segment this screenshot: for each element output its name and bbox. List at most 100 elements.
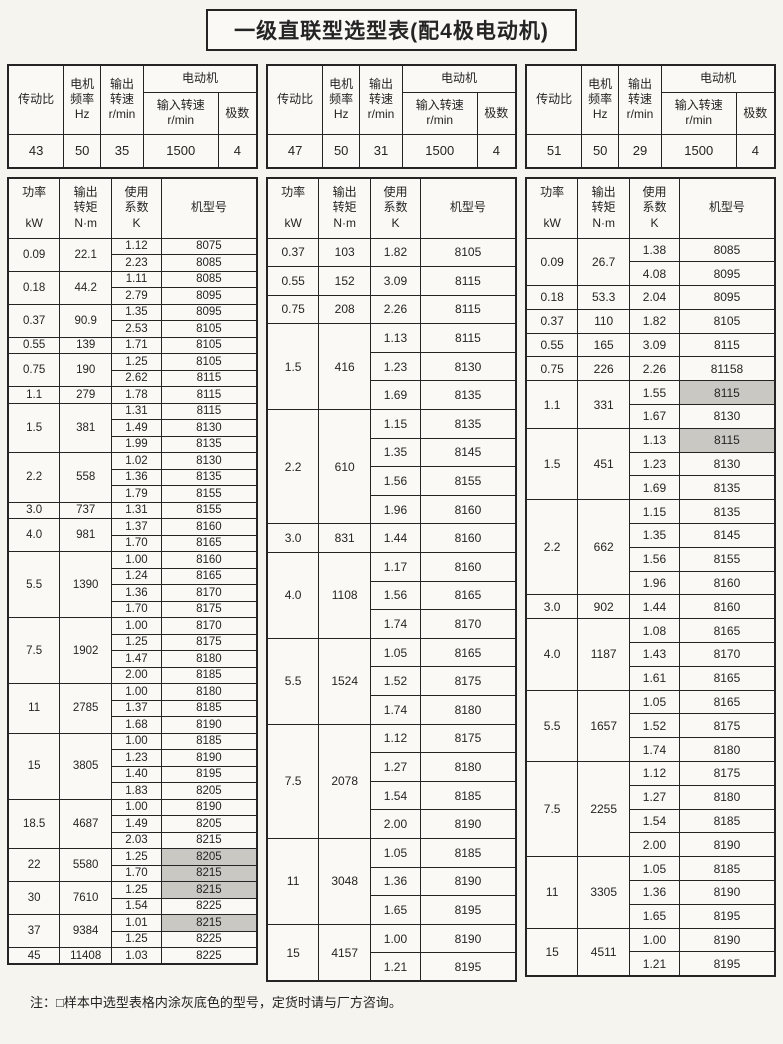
- model-cell: 8095: [160, 303, 258, 321]
- service-factor-cell: 1.25: [111, 353, 162, 371]
- model-cell: 8085: [678, 237, 776, 263]
- selection-table: 功率 kW 输出 转矩 N·m 使用 系数 K 机型号 0.09 26.7 1.38…: [525, 177, 776, 977]
- table-row: 0.37 103 1.82 8105: [266, 237, 517, 268]
- torque-cell: 1187: [577, 618, 631, 691]
- service-factor-cell: 1.31: [111, 501, 162, 519]
- service-factor-cell: 1.49: [111, 419, 162, 437]
- service-factor-label: 使用 系数 K: [629, 177, 680, 239]
- table-row: 1.36 8190: [526, 880, 776, 905]
- table-row: 1.74 8170: [267, 609, 517, 639]
- model-cell: 8190: [419, 866, 517, 897]
- torque-cell: 981: [59, 518, 113, 552]
- model-cell: 8190: [160, 716, 258, 734]
- output-speed-value: 31: [359, 133, 403, 169]
- service-factor-cell: 1.01: [111, 914, 162, 932]
- power-cell: 3.0: [7, 501, 61, 519]
- model-cell: 8135: [419, 380, 517, 411]
- model-cell: 8155: [160, 501, 258, 519]
- torque-cell: 7610: [59, 881, 113, 915]
- torque-cell: 1524: [318, 637, 372, 725]
- service-factor-cell: 1.36: [370, 866, 421, 897]
- table-row: 1.74 8180: [526, 737, 776, 763]
- service-factor-cell: 1.78: [111, 386, 162, 404]
- power-cell: 15: [7, 732, 61, 800]
- torque-cell: 279: [59, 386, 113, 404]
- service-factor-cell: 2.26: [370, 294, 421, 325]
- table-row: 3.0 737 1.31 8155: [7, 501, 258, 519]
- service-factor-cell: 1.52: [629, 713, 680, 739]
- service-factor-cell: 1.05: [370, 837, 421, 868]
- model-cell: 8215: [160, 831, 258, 849]
- power-cell: 7.5: [266, 723, 320, 839]
- power-cell: 0.75: [7, 353, 61, 387]
- model-cell: 8115: [678, 380, 776, 406]
- service-factor-cell: 2.26: [629, 356, 680, 382]
- table-row: 7.5 2078 1.12 8175: [266, 723, 517, 839]
- output-speed-value: 29: [618, 133, 662, 169]
- torque-cell: 451: [577, 427, 631, 501]
- model-cell: 8180: [419, 695, 517, 725]
- power-cell: 3.0: [266, 523, 320, 554]
- model-cell: 8180: [160, 683, 258, 701]
- model-cell: 8130: [678, 404, 776, 429]
- service-factor-cell: 1.17: [370, 552, 421, 582]
- service-factor-cell: 1.79: [111, 485, 162, 503]
- service-factor-cell: 1.65: [370, 895, 421, 925]
- table-row: 1.24 8165: [8, 567, 258, 585]
- table-row: 0.18 53.3 2.04 8095: [525, 285, 776, 310]
- table-row: 1.74 8180: [267, 695, 517, 725]
- model-cell: 8195: [678, 903, 776, 929]
- power-cell: 5.5: [525, 689, 579, 763]
- service-factor-cell: 1.25: [111, 633, 162, 651]
- torque-cell: 1902: [59, 617, 113, 684]
- torque-label: 输出 转矩 N·m: [59, 177, 113, 239]
- service-factor-cell: 1.15: [370, 409, 421, 439]
- service-factor-cell: 3.09: [370, 266, 421, 296]
- power-cell: 5.5: [266, 637, 320, 725]
- table-row: 1.23 8130: [526, 451, 776, 477]
- table-row: 1.21 8195: [526, 951, 776, 977]
- motor-frequency-label: 电机 频率 Hz: [581, 64, 620, 135]
- power-cell: 4.0: [7, 518, 61, 552]
- table-row: 1.35 8145: [526, 523, 776, 548]
- torque-cell: 165: [577, 332, 631, 358]
- service-factor-cell: 1.24: [111, 567, 162, 585]
- table-row: 1.23 8190: [8, 749, 258, 767]
- power-cell: 0.37: [266, 237, 320, 268]
- model-cell: 8095: [678, 261, 776, 287]
- poles-value: 4: [217, 133, 258, 169]
- table-row: 15 3805 1.00 8185: [7, 732, 258, 800]
- service-factor-cell: 1.21: [370, 952, 421, 982]
- model-label: 机型号: [160, 177, 258, 239]
- poles-label: 极数: [735, 91, 776, 135]
- power-cell: 0.55: [525, 332, 579, 358]
- table-row: 22 5580 1.25 8205: [7, 848, 258, 882]
- table-row: 1.1 279 1.78 8115: [7, 386, 258, 404]
- service-factor-cell: 1.68: [111, 716, 162, 734]
- table-row: 1.70 8215: [8, 864, 258, 882]
- table-row: 5.5 1657 1.05 8165: [525, 689, 776, 763]
- torque-cell: 139: [59, 336, 113, 354]
- table-row: 1.36 8170: [8, 584, 258, 602]
- model-cell: 8155: [678, 546, 776, 572]
- power-cell: 4.0: [525, 618, 579, 691]
- service-factor-cell: 1.13: [629, 427, 680, 453]
- motor-label: 电动机: [660, 64, 776, 93]
- torque-cell: 9384: [59, 914, 113, 948]
- service-factor-cell: 1.15: [629, 499, 680, 525]
- column-ratio-47: 传动比 电机 频率 Hz 输出 转速 r/min 电动机 输入转速 r/min …: [266, 64, 517, 983]
- model-cell: 8160: [419, 523, 517, 554]
- service-factor-cell: 1.54: [370, 780, 421, 811]
- input-speed-value: 1500: [660, 133, 737, 169]
- model-cell: 8115: [419, 323, 517, 353]
- table-row: 7.5 2255 1.12 8175: [525, 761, 776, 858]
- service-factor-cell: 1.00: [111, 683, 162, 701]
- torque-cell: 1108: [318, 552, 372, 639]
- service-factor-cell: 1.25: [111, 848, 162, 866]
- model-cell: 8190: [678, 880, 776, 905]
- table-row: 1.67 8130: [526, 404, 776, 429]
- table-columns: 传动比 电机 频率 Hz 输出 转速 r/min 电动机 输入转速 r/min …: [0, 64, 783, 983]
- table-row: 5.5 1390 1.00 8160: [7, 551, 258, 618]
- model-cell: 8165: [419, 580, 517, 611]
- power-cell: 30: [7, 881, 61, 915]
